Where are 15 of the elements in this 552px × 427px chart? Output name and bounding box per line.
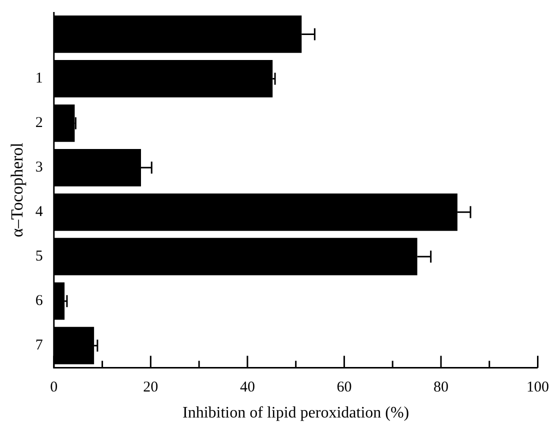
y-tick-label: 5	[35, 248, 43, 265]
y-tick-label: 2	[35, 115, 43, 132]
y-tick-label: 4	[35, 204, 44, 220]
x-tick-label: 60	[336, 380, 352, 396]
y-tick-label: 6	[35, 293, 44, 310]
y-tick-label: 7	[35, 338, 44, 354]
y-tick-label: 1	[35, 70, 43, 87]
y-tick-label: 3	[35, 160, 43, 176]
x-tick-label: 0	[50, 380, 58, 396]
x-tick-label: 40	[240, 380, 255, 396]
x-tick-label: 20	[143, 380, 158, 396]
x-tick-label: 100	[526, 380, 549, 396]
x-axis-title: Inhibition of lipid peroxidation (%)	[182, 404, 410, 422]
y-axis-title: α–Tocopherol	[8, 142, 27, 238]
x-tick-label: 80	[433, 380, 448, 396]
